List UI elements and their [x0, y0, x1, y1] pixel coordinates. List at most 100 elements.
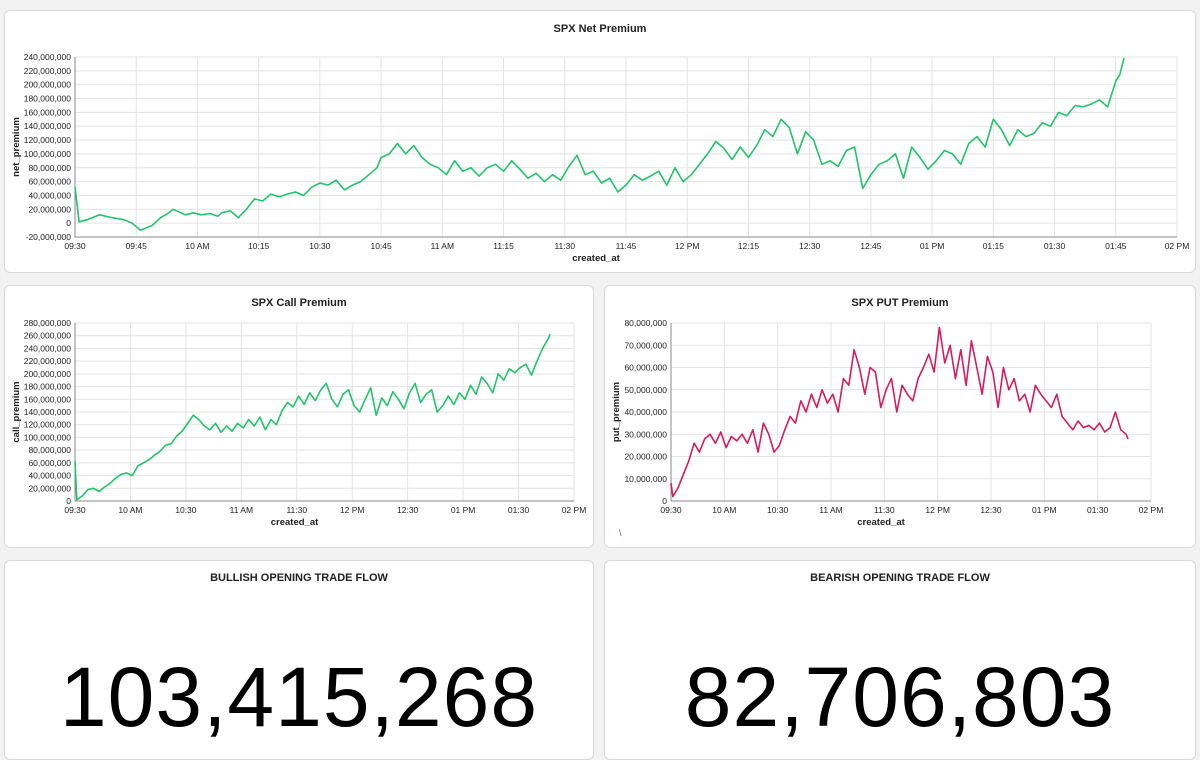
data-point: [617, 191, 619, 193]
data-point: [922, 366, 925, 369]
data-point: [1119, 73, 1121, 75]
data-point: [709, 433, 711, 435]
x-tick-label: 09:30: [64, 505, 86, 515]
data-point: [242, 427, 244, 429]
data-point: [281, 410, 283, 412]
data-point: [264, 429, 266, 431]
data-point: [890, 378, 893, 380]
y-tick-label: 100,000,000: [24, 149, 72, 159]
data-point: [343, 189, 345, 191]
data-point: [768, 433, 770, 435]
data-point: [139, 229, 141, 231]
data-point: [1066, 115, 1068, 117]
data-point: [253, 425, 255, 427]
data-point: [392, 391, 394, 393]
y-tick-label: 120,000,000: [24, 135, 72, 145]
data-point: [248, 419, 250, 421]
data-point: [968, 142, 970, 145]
data-point: [576, 154, 578, 156]
data-point: [336, 406, 339, 408]
y-tick-label: 40,000,000: [624, 407, 667, 417]
data-point: [698, 451, 701, 453]
x-tick-label: 09:30: [64, 241, 86, 251]
data-point: [551, 174, 554, 176]
data-point: [1090, 103, 1092, 105]
data-point: [870, 174, 872, 176]
data-point: [115, 477, 117, 479]
y-tick-label: 50,000,000: [624, 385, 667, 395]
y-tick-label: 160,000,000: [24, 394, 72, 404]
y-tick-label: 220,000,000: [24, 66, 72, 76]
data-point: [965, 384, 967, 386]
data-point: [1034, 384, 1037, 386]
data-point: [543, 181, 545, 183]
chart-title: SPX Net Premium: [553, 23, 647, 35]
x-tick-label: 10:30: [767, 505, 789, 515]
data-point: [335, 179, 337, 181]
data-point: [1002, 366, 1005, 369]
data-point: [1125, 433, 1127, 435]
data-point: [98, 214, 101, 216]
data-point: [1109, 426, 1111, 429]
bearish-flow-title: BEARISH OPENING TRADE FLOW: [810, 572, 990, 584]
data-point: [810, 393, 813, 395]
data-point: [1066, 422, 1069, 424]
data-point: [997, 406, 999, 409]
data-point: [302, 194, 305, 197]
data-point: [788, 127, 790, 129]
data-point: [492, 392, 494, 394]
x-tick-label: 12:45: [860, 241, 882, 251]
data-point: [78, 221, 80, 223]
data-point: [880, 406, 882, 409]
x-tick-label: 11 AM: [819, 505, 842, 515]
y-tick-label: 120,000,000: [24, 420, 72, 430]
data-point: [1056, 393, 1058, 395]
data-point: [698, 163, 701, 165]
y-tick-label: 80,000,000: [624, 318, 667, 328]
data-point: [869, 366, 871, 369]
data-point: [405, 153, 407, 155]
data-point: [111, 217, 113, 219]
data-point: [192, 414, 194, 416]
data-point: [87, 488, 89, 491]
data-point: [813, 139, 815, 141]
y-tick-label: 10,000,000: [624, 474, 667, 484]
data-point: [1024, 393, 1026, 395]
data-point: [853, 349, 855, 351]
y-tick-label: 30,000,000: [624, 429, 667, 439]
data-point: [682, 473, 685, 475]
data-point: [1045, 400, 1047, 402]
data-point: [794, 422, 797, 424]
data-point: [131, 474, 133, 477]
data-point: [286, 401, 289, 404]
data-point: [821, 389, 823, 391]
data-point: [560, 179, 562, 181]
data-point: [780, 118, 782, 120]
data-point: [912, 400, 914, 402]
data-point: [508, 368, 510, 370]
data-point: [453, 403, 455, 405]
y-tick-label: 200,000,000: [24, 80, 72, 90]
data-point: [778, 444, 781, 446]
data-point: [981, 393, 983, 395]
data-point: [741, 433, 743, 435]
bullish-flow-title: BULLISH OPENING TRADE FLOW: [210, 572, 388, 584]
data-point: [469, 384, 472, 386]
data-point: [294, 191, 296, 193]
data-point: [1098, 422, 1101, 424]
data-point: [730, 435, 733, 438]
data-point: [314, 399, 316, 402]
data-point: [503, 379, 505, 381]
data-point: [425, 393, 427, 395]
net-premium-card: SPX Net Premium -20,000,000 0 20,000,000 40…: [4, 10, 1196, 273]
data-point: [862, 187, 864, 190]
data-point: [342, 393, 344, 395]
data-point: [397, 398, 400, 400]
data-point: [725, 447, 727, 449]
data-point: [359, 411, 361, 413]
data-point: [325, 382, 327, 384]
data-point: [353, 405, 355, 407]
data-point: [739, 146, 741, 148]
data-point: [414, 382, 416, 384]
x-axis-title: created_at: [271, 517, 319, 528]
